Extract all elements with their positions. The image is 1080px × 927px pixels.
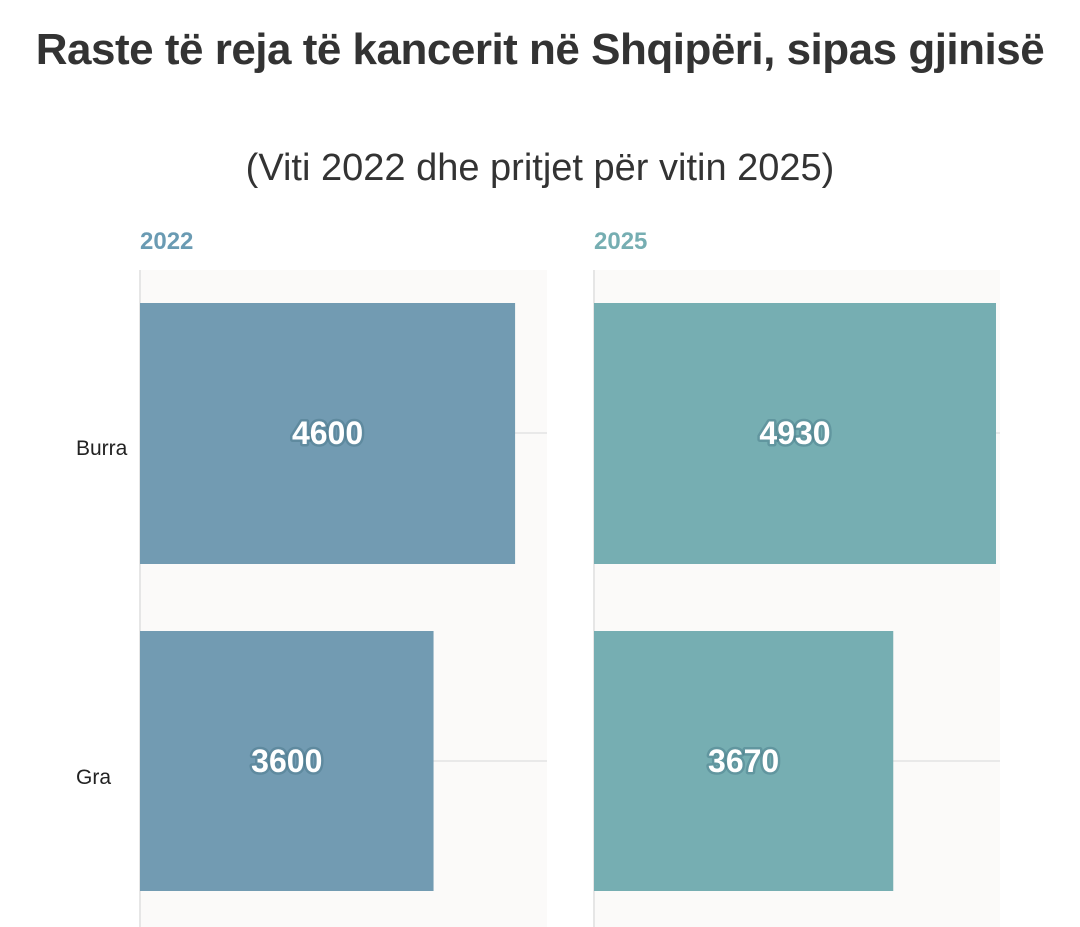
- bar-2025-gra: [594, 631, 894, 891]
- category-label-gra: Gra: [76, 766, 112, 789]
- data-label-2025-burra: 4930: [759, 415, 830, 451]
- data-label-2022-burra: 4600: [292, 415, 363, 451]
- bar-2022-burra: [140, 303, 516, 564]
- data-label-2022-gra: 3600: [251, 743, 322, 779]
- data-label-2025-gra: 3670: [708, 743, 779, 779]
- chart-subtitle: (Viti 2022 dhe pritjet për vitin 2025): [245, 147, 835, 189]
- chart-title: Raste të reja të kancerit në Shqipëri, s…: [35, 25, 1045, 74]
- category-label-burra: Burra: [76, 437, 128, 460]
- data-label-halo-2022-burra: 4600: [292, 415, 363, 451]
- bar-2022-gra: [140, 631, 434, 891]
- data-label-halo-2025-burra: 4930: [759, 415, 830, 451]
- data-label-halo-2025-gra: 3670: [708, 743, 779, 779]
- panel-label-2022: 2022: [140, 228, 194, 255]
- panel-label-2025: 2025: [594, 228, 648, 255]
- bar-2025-burra: [594, 303, 996, 564]
- data-label-halo-2022-gra: 3600: [251, 743, 322, 779]
